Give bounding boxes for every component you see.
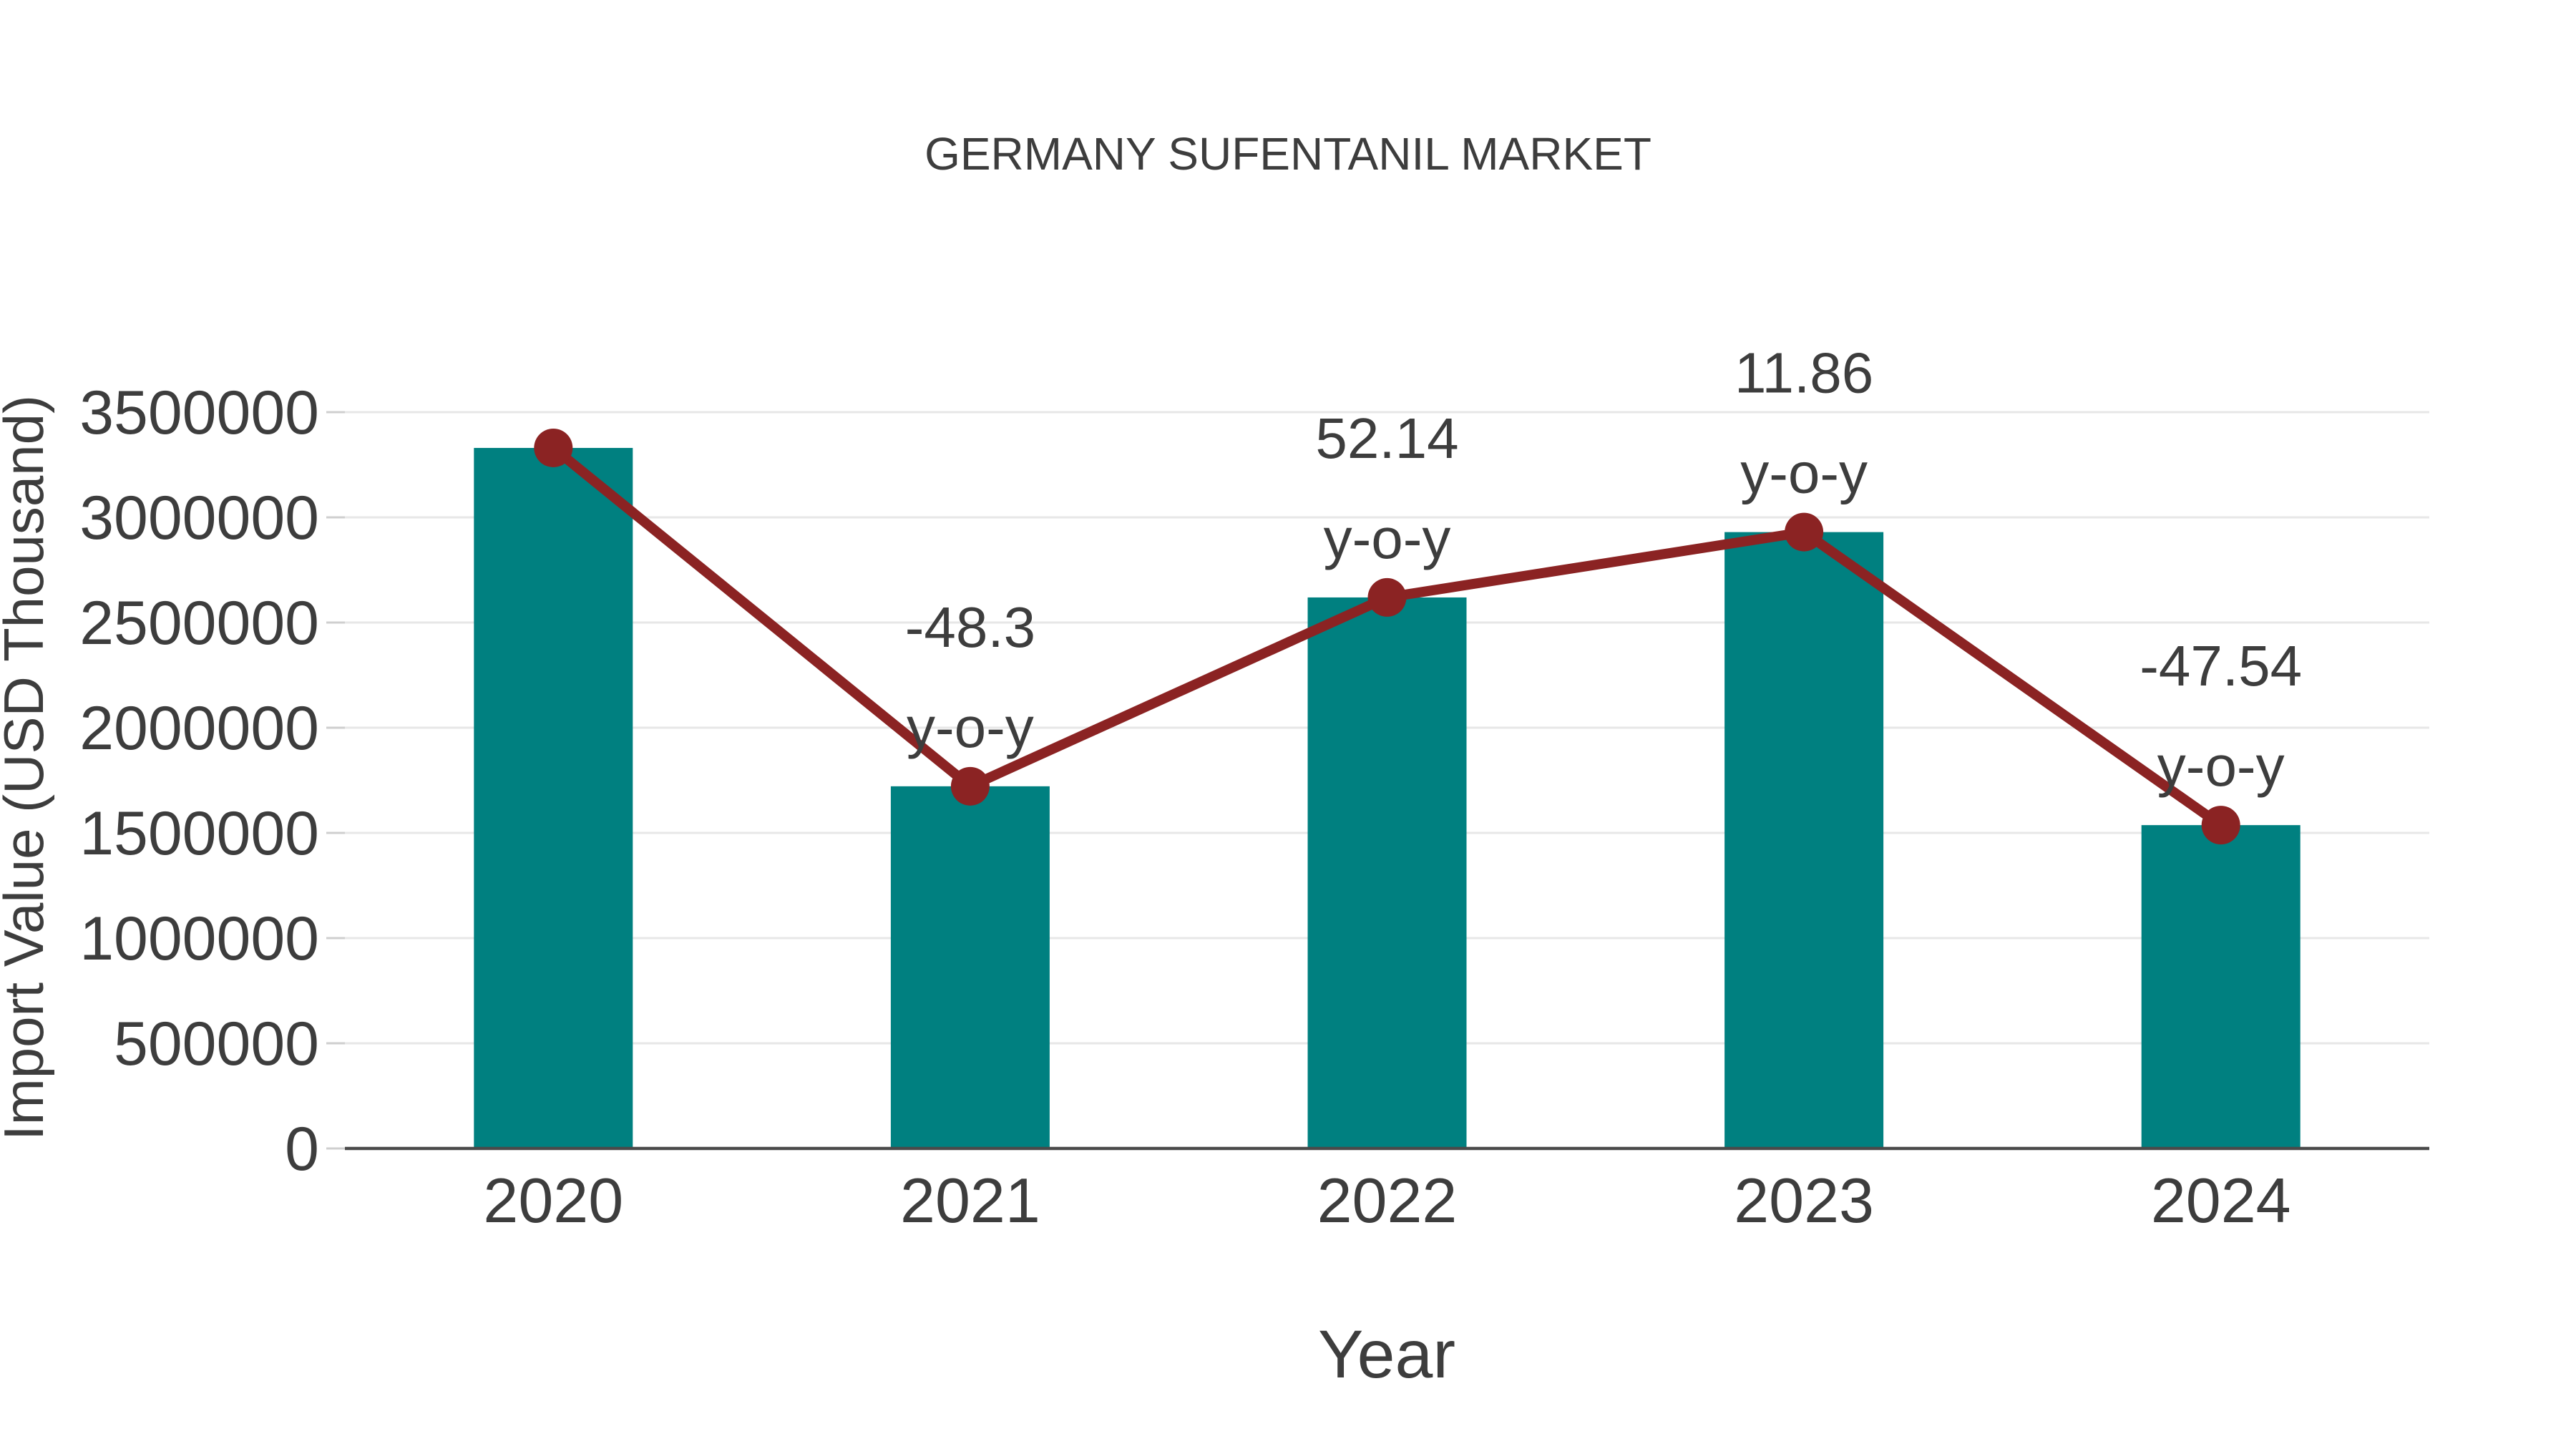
y-axis-title: Import Value (USD Thousand)	[0, 395, 55, 1141]
x-tick-label-2020: 2020	[483, 1165, 623, 1236]
marker-2022	[1367, 577, 1407, 617]
marker-2023	[1785, 512, 1824, 552]
bar-2024	[2141, 825, 2301, 1148]
y-tick-label: 2000000	[79, 694, 319, 763]
y-axis-tick-marks	[326, 411, 345, 1150]
y-tick-label: 1500000	[79, 799, 319, 868]
x-tick-label-2024: 2024	[2151, 1165, 2291, 1236]
x-tick-label-2023: 2023	[1734, 1165, 1874, 1236]
yoy-annotations: -48.3 y-o-y 52.14 y-o-y 11.86 y-o-y -47.54 y-o-…	[905, 341, 2302, 799]
yoy-value-2021: -48.3	[905, 595, 1035, 659]
y-tick-label: 0	[285, 1115, 319, 1184]
x-tick-label-2021: 2021	[900, 1165, 1040, 1236]
y-tick-label: 3000000	[79, 484, 319, 552]
line-series	[534, 428, 2240, 845]
y-tick-label: 1000000	[79, 904, 319, 973]
yoy-value-2024: -47.54	[2140, 634, 2302, 698]
x-axis-title: Year	[1318, 1317, 1455, 1392]
y-axis-tick-labels: 0 500000 1000000 1500000 2000000 2500000 30000…	[79, 379, 319, 1184]
yoy-value-2023: 11.86	[1735, 341, 1873, 405]
x-tick-label-2022: 2022	[1317, 1165, 1458, 1236]
yoy-suffix-2023: y-o-y	[1740, 441, 1868, 505]
marker-2020	[534, 428, 573, 467]
y-tick-label: 3500000	[79, 379, 319, 447]
y-tick-label: 2500000	[79, 589, 319, 658]
marker-2024	[2201, 806, 2240, 845]
y-tick-label: 500000	[114, 1010, 319, 1078]
bar-2022	[1307, 597, 1467, 1148]
yoy-suffix-2024: y-o-y	[2157, 734, 2285, 798]
x-axis-labels: 2020 2021 2022 2023 2024	[483, 1165, 2290, 1236]
yoy-suffix-2022: y-o-y	[1324, 507, 1451, 570]
marker-2021	[950, 766, 990, 806]
yoy-suffix-2021: y-o-y	[907, 696, 1034, 759]
chart-title: GERMANY SUFENTANIL MARKET	[924, 128, 1652, 180]
bar-2023	[1724, 532, 1884, 1148]
bar-series	[474, 447, 2301, 1148]
bar-2021	[890, 786, 1050, 1148]
bar-2020	[474, 447, 633, 1148]
yoy-value-2022: 52.14	[1315, 406, 1458, 470]
